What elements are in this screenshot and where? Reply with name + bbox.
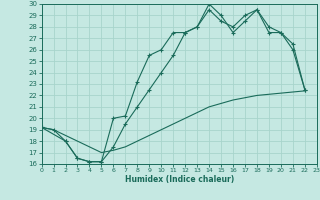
- X-axis label: Humidex (Indice chaleur): Humidex (Indice chaleur): [124, 175, 234, 184]
